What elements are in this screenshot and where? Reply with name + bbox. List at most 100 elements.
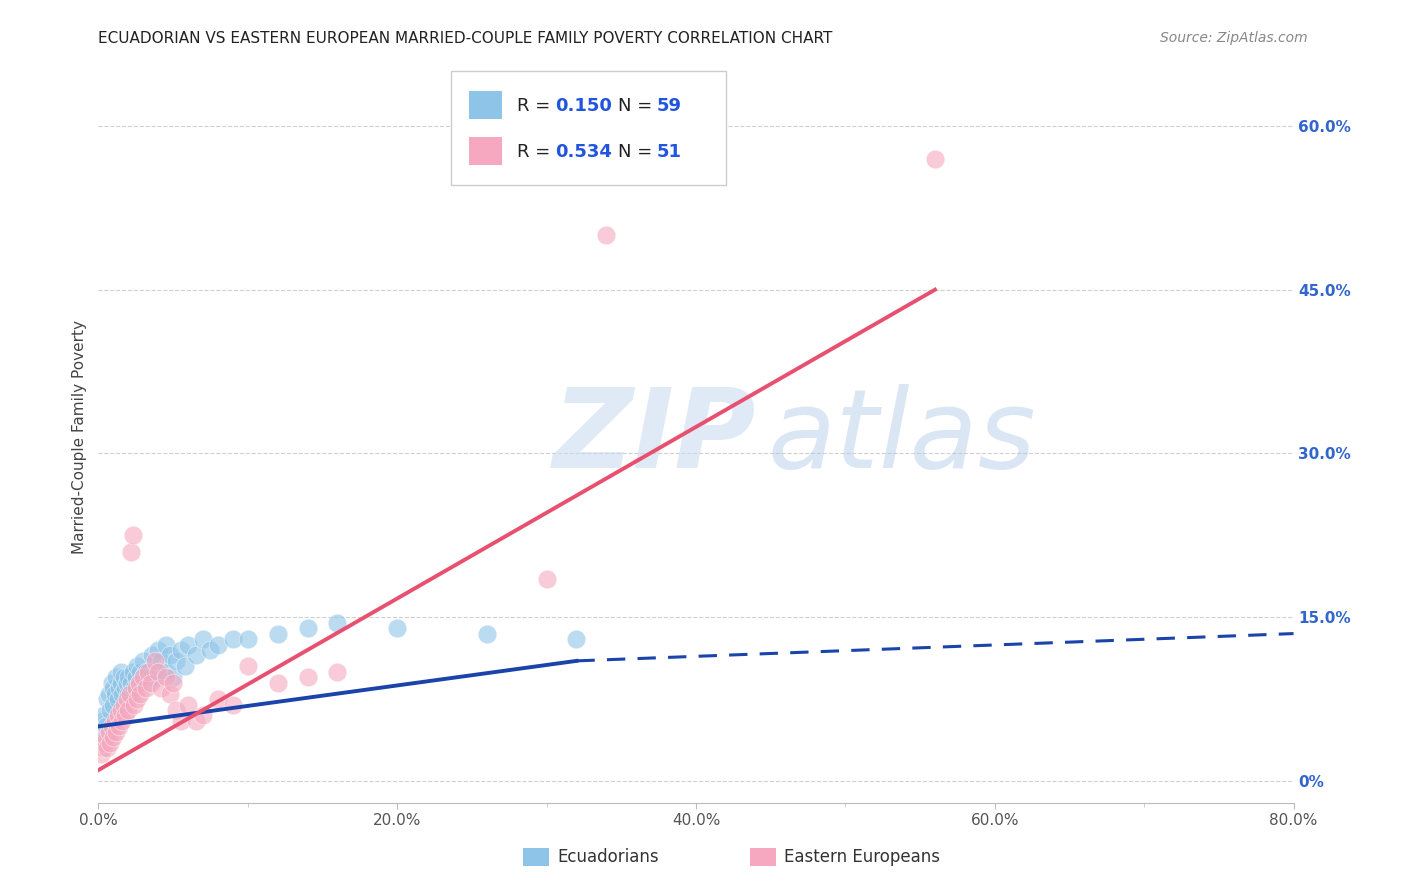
Point	[143, 665, 166, 679]
Text: 0.150: 0.150	[555, 96, 612, 115]
Point	[103, 731, 125, 745]
Point	[125, 670, 148, 684]
Text: ZIP: ZIP	[553, 384, 756, 491]
Point	[114, 708, 136, 723]
Point	[110, 703, 132, 717]
Point	[159, 648, 181, 663]
Point	[191, 708, 214, 723]
Text: R =: R =	[517, 96, 555, 115]
Point	[565, 632, 588, 646]
Point	[155, 670, 177, 684]
Point	[207, 638, 229, 652]
Point	[124, 698, 146, 712]
Point	[236, 632, 259, 646]
Point	[98, 703, 122, 717]
Point	[150, 681, 173, 695]
Point	[97, 687, 120, 701]
Point	[267, 675, 290, 690]
Point	[326, 665, 349, 679]
Point	[169, 714, 191, 728]
Text: Source: ZipAtlas.com: Source: ZipAtlas.com	[1160, 31, 1308, 45]
Point	[96, 741, 118, 756]
Point	[121, 665, 143, 679]
Point	[118, 687, 141, 701]
Point	[121, 528, 143, 542]
Point	[101, 719, 124, 733]
Point	[174, 659, 197, 673]
Point	[132, 654, 155, 668]
Point	[924, 152, 946, 166]
Point	[297, 621, 319, 635]
Point	[475, 626, 498, 640]
Point	[222, 698, 245, 712]
Point	[127, 692, 149, 706]
Point	[184, 714, 207, 728]
Point	[155, 638, 177, 652]
Point	[104, 714, 127, 728]
Point	[162, 670, 184, 684]
Point	[110, 665, 132, 679]
Point	[184, 648, 207, 663]
Point	[90, 747, 112, 761]
Text: N =: N =	[619, 143, 658, 161]
FancyBboxPatch shape	[470, 91, 502, 119]
Point	[128, 675, 150, 690]
Point	[139, 670, 162, 684]
Point	[135, 681, 157, 695]
Point	[96, 692, 118, 706]
Point	[111, 687, 134, 701]
Point	[267, 626, 290, 640]
Point	[107, 692, 129, 706]
Point	[236, 659, 259, 673]
Point	[207, 692, 229, 706]
Text: 59: 59	[657, 96, 682, 115]
FancyBboxPatch shape	[523, 848, 548, 866]
Point	[115, 675, 138, 690]
Point	[114, 681, 136, 695]
Point	[125, 681, 148, 695]
Text: atlas: atlas	[768, 384, 1036, 491]
Point	[169, 643, 191, 657]
Point	[103, 681, 125, 695]
Text: Eastern Europeans: Eastern Europeans	[785, 848, 941, 866]
FancyBboxPatch shape	[749, 848, 776, 866]
Text: Ecuadorians: Ecuadorians	[557, 848, 659, 866]
Point	[155, 665, 177, 679]
Point	[159, 687, 181, 701]
Point	[143, 654, 166, 668]
Point	[101, 675, 124, 690]
Point	[135, 665, 157, 679]
Point	[107, 708, 129, 723]
Point	[148, 665, 170, 679]
Point	[105, 670, 128, 684]
Point	[91, 741, 114, 756]
Point	[165, 654, 187, 668]
Point	[136, 675, 159, 690]
Point	[124, 681, 146, 695]
Point	[165, 703, 187, 717]
Point	[595, 228, 617, 243]
Point	[222, 632, 245, 646]
Point	[91, 714, 114, 728]
Point	[98, 736, 122, 750]
Y-axis label: Married-Couple Family Poverty: Married-Couple Family Poverty	[72, 320, 87, 554]
Point	[93, 708, 115, 723]
Point	[105, 724, 128, 739]
Text: R =: R =	[517, 143, 555, 161]
Point	[132, 670, 155, 684]
Point	[108, 719, 131, 733]
Point	[111, 714, 134, 728]
Point	[132, 670, 155, 684]
Point	[120, 545, 142, 559]
Point	[112, 670, 135, 684]
Point	[97, 724, 120, 739]
Point	[162, 675, 184, 690]
Point	[136, 665, 159, 679]
Point	[326, 615, 349, 630]
Point	[127, 659, 149, 673]
Point	[117, 670, 139, 684]
Point	[200, 643, 222, 657]
Point	[115, 692, 138, 706]
Point	[139, 675, 162, 690]
Point	[141, 648, 163, 663]
